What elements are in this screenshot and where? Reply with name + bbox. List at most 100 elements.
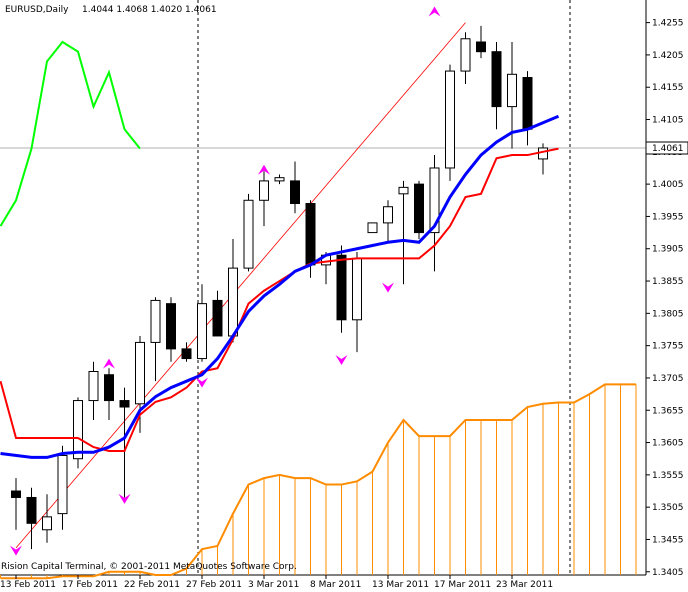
- candle: [460, 32, 471, 84]
- candle: [104, 368, 114, 420]
- price-tick-label: 1.4105: [652, 116, 684, 126]
- candle-body: [305, 203, 316, 266]
- candle-body: [166, 303, 176, 350]
- kijun-sen-line: [0, 147, 559, 452]
- time-tick-label: 17 Mar 2011: [434, 580, 491, 590]
- time-tick-label: 13 Feb 2011: [0, 580, 56, 590]
- candle: [26, 487, 37, 550]
- price-tick-label: 1.3905: [652, 245, 684, 255]
- candle-body: [212, 299, 223, 337]
- candle: [398, 180, 409, 285]
- chart-ohlc: 1.4044 1.4068 1.4020 1.4061: [82, 5, 217, 15]
- price-axis: 1.42551.42051.41551.41051.40551.40051.39…: [646, 19, 684, 578]
- current-price-marker: 1.4061: [645, 141, 688, 155]
- price-tick-label: 1.3955: [652, 212, 684, 222]
- candle-body: [42, 516, 52, 531]
- candle: [352, 251, 362, 353]
- candle-body: [429, 167, 440, 234]
- candle: [73, 397, 83, 469]
- candle-body: [274, 177, 285, 182]
- fractal-up-arrow: [258, 164, 270, 175]
- fractal-down-arrow: [118, 493, 131, 504]
- candle: [166, 297, 176, 362]
- candle: [243, 193, 254, 272]
- fractal-down-arrow: [10, 545, 22, 556]
- time-axis: 13 Feb 2011 17 Feb 2011 22 Feb 2011 27 Feb …: [0, 575, 553, 590]
- price-tick-label: 1.3855: [652, 277, 684, 287]
- chikou-span-line: [0, 40, 141, 227]
- candle-body: [352, 257, 362, 321]
- candle: [57, 445, 68, 530]
- candle-body: [197, 303, 207, 360]
- price-tick-label: 1.3755: [652, 342, 684, 352]
- senkou-span-a: [0, 383, 636, 580]
- price-tick-label: 1.3605: [652, 439, 684, 449]
- price-tick-label: 1.4255: [652, 19, 684, 29]
- candles-layer: [11, 25, 548, 550]
- candle: [367, 222, 378, 234]
- price-tick-label: 1.4005: [652, 180, 684, 190]
- time-tick-label: 3 Mar 2011: [248, 580, 299, 590]
- candle-body: [181, 348, 192, 360]
- candle-body: [150, 299, 161, 343]
- time-tick-label: 17 Feb 2011: [62, 580, 118, 590]
- candle-body: [88, 370, 99, 402]
- candle: [197, 284, 207, 362]
- fractal-down-arrow: [196, 377, 208, 388]
- candle-body: [135, 341, 145, 405]
- fractal-down-arrow: [335, 355, 348, 366]
- candle: [274, 174, 285, 185]
- candle: [538, 143, 548, 175]
- candle-body: [228, 267, 238, 337]
- candle-body: [445, 70, 455, 169]
- candle-body: [11, 490, 21, 498]
- tenkan-sen-line: [0, 114, 560, 459]
- candle: [228, 239, 238, 343]
- watermark-text: Rision Capital Terminal, © 2001-2011 Met…: [1, 562, 297, 572]
- candle-body: [491, 51, 502, 108]
- price-tick-label: 1.4205: [652, 51, 684, 61]
- price-tick-label: 1.3655: [652, 406, 684, 416]
- candle: [445, 64, 455, 181]
- candle: [119, 387, 130, 498]
- ichimoku-cloud: [0, 383, 637, 580]
- current-price-label: 1.4061: [652, 144, 684, 154]
- candle-body: [26, 496, 37, 524]
- candle-body: [119, 400, 130, 408]
- grid-layer: [0, 0, 647, 576]
- candle: [476, 25, 486, 59]
- chart-symbol: EURUSD,Daily: [5, 5, 69, 15]
- candle: [150, 297, 161, 382]
- candle: [11, 478, 21, 530]
- candle-body: [243, 199, 254, 269]
- indicator-lines: [0, 40, 560, 459]
- candle-body: [476, 41, 486, 53]
- candle: [42, 494, 52, 543]
- time-tick-label: 8 Mar 2011: [310, 580, 361, 590]
- candle-body: [259, 180, 269, 201]
- candle-body: [398, 186, 409, 195]
- price-tick-label: 1.3705: [652, 374, 684, 384]
- fractal-up-arrow: [103, 358, 115, 369]
- price-tick-label: 1.3455: [652, 535, 684, 545]
- candle: [429, 155, 440, 272]
- price-tick-label: 1.3405: [652, 568, 684, 578]
- time-tick-label: 23 Mar 2011: [496, 580, 553, 590]
- trendline: [15, 22, 466, 549]
- candle-body: [57, 454, 68, 515]
- candle: [491, 41, 502, 130]
- candle: [290, 161, 300, 214]
- trendline-layer: [15, 22, 466, 549]
- candle-body: [104, 374, 114, 402]
- candle: [414, 180, 424, 240]
- candle-body: [507, 73, 517, 108]
- time-tick-label: 22 Feb 2011: [124, 580, 180, 590]
- candle: [181, 342, 192, 362]
- candle: [212, 290, 223, 337]
- candle-body: [290, 180, 300, 205]
- candle: [507, 41, 517, 149]
- price-tick-label: 1.4155: [652, 83, 684, 93]
- candle: [522, 71, 533, 146]
